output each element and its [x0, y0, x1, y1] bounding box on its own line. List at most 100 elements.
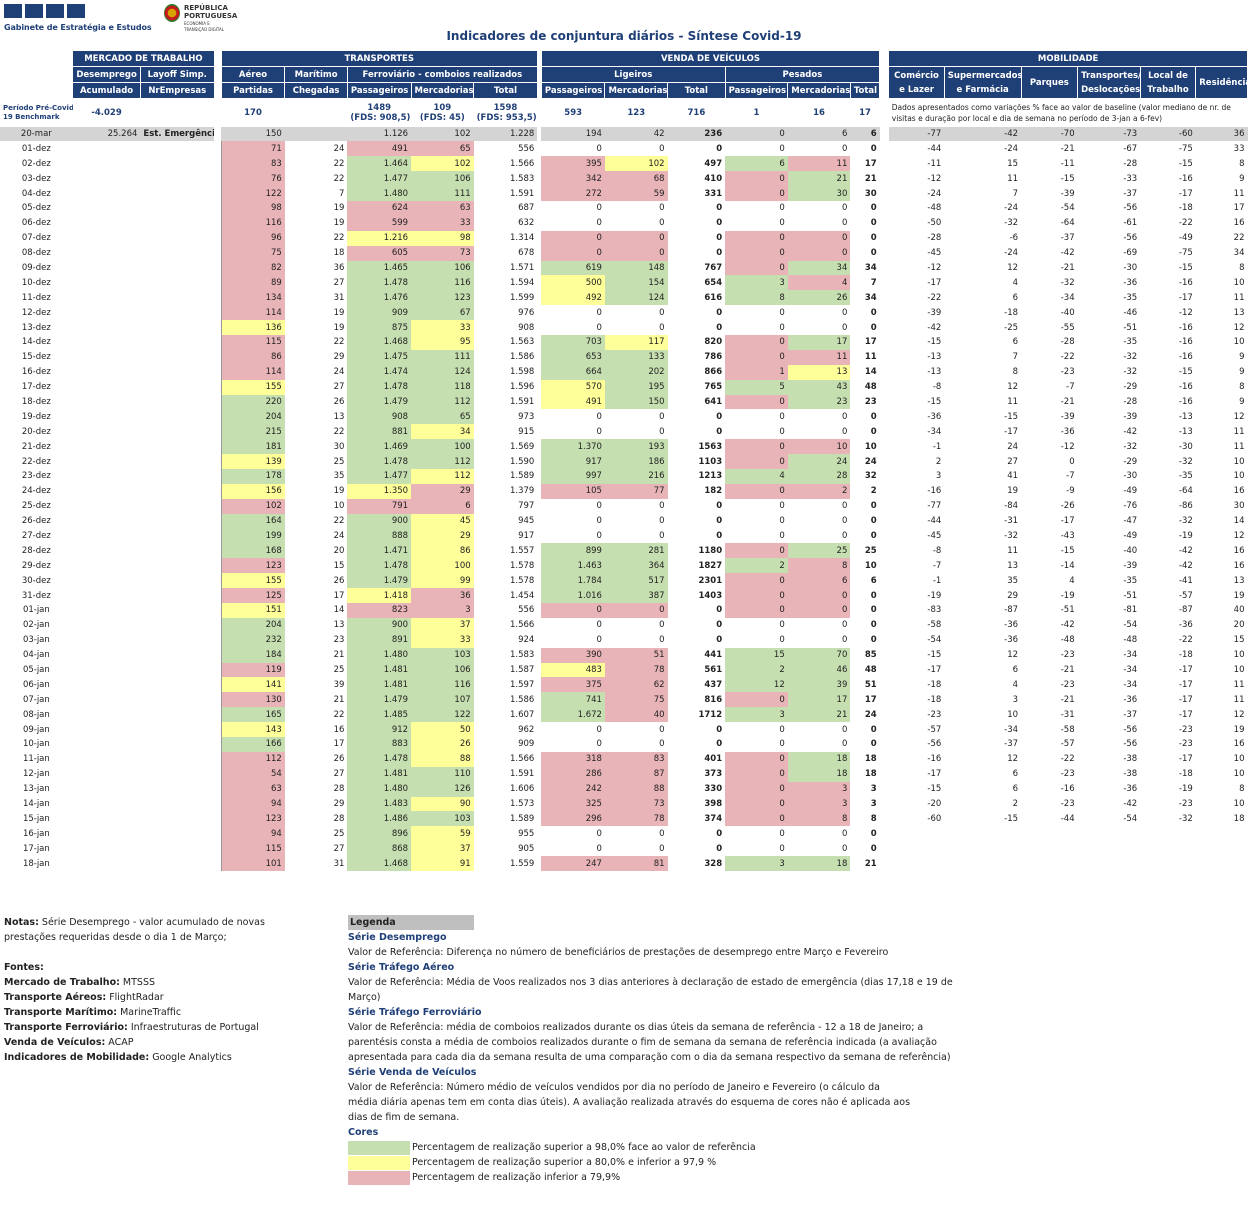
table-cell: 14 [333, 605, 345, 616]
table-cell: -18 [927, 694, 942, 705]
table-cell: 0 [596, 620, 602, 631]
table-cell [1021, 841, 1078, 856]
table-cell: 0 [870, 828, 877, 839]
table-cell: 13 [1233, 307, 1245, 318]
table-cell: 331 [704, 188, 723, 199]
table-cell: 195 [604, 379, 668, 395]
table-cell: 10 [787, 439, 851, 455]
table-cell: 24 [1007, 441, 1019, 452]
table-cell: 09-jan [22, 724, 50, 735]
table-cell: 9 [1239, 173, 1245, 184]
table-cell: 437 [704, 679, 723, 690]
table-cell: 0 [659, 322, 665, 333]
table-cell: -36 [1004, 635, 1019, 646]
table-cell: 7 [870, 277, 877, 288]
table-cell: 73 [604, 796, 668, 812]
table-cell: 25 [864, 545, 877, 556]
table-cell: 116 [411, 275, 474, 291]
table-cell: 0 [716, 635, 723, 646]
table-cell: -1 [932, 441, 942, 452]
table-cell: 25 [333, 828, 345, 839]
table-cell: -13 [927, 367, 942, 378]
table-cell: -37 [1004, 739, 1019, 750]
table-cell: 8 [725, 290, 788, 306]
table-cell: 34 [864, 292, 877, 303]
table-cell: 112 [411, 394, 474, 410]
table-cell: 1 [725, 364, 788, 380]
table-cell: 16 [1233, 545, 1245, 556]
table-cell: 103 [411, 811, 474, 827]
table-cell: 73 [411, 245, 474, 261]
table-cell: -6 [1009, 233, 1019, 244]
table-row: 17-jan 115 27 868 37 905 0 0 0 0 0 0 [0, 841, 1248, 857]
table-cell: 112 [411, 468, 474, 484]
table-cell: -32 [1178, 516, 1193, 527]
table-cell: 0 [725, 349, 788, 365]
table-cell: 0 [725, 543, 788, 559]
daily-rows: 01-dez 71 24 491 65 556 0 0 0 0 0 0 -44 -24 -21 -67 -75 3… [0, 141, 1248, 872]
table-cell: 10 [1233, 277, 1245, 288]
table-row: 18-jan 101 31 1.468 91 1.559 247 81 328 3 18 21 [0, 856, 1248, 872]
table-cell: 123 [220, 811, 285, 827]
table-cell: 1.478 [347, 379, 412, 395]
table-cell: 0 [725, 171, 788, 187]
table-cell: 0 [596, 411, 602, 422]
table-cell: 18 [787, 856, 851, 872]
table-cell: -36 [1123, 277, 1138, 288]
table-cell: 51 [864, 679, 877, 690]
table-cell: -34 [1123, 665, 1138, 675]
table-cell: 1.483 [347, 796, 412, 812]
table-row: 21-dez 181 30 1.469 100 1.569 1.370 193 1563 0 10 1… [0, 439, 1248, 455]
table-cell: 0 [596, 739, 602, 750]
table-cell: 0 [870, 620, 877, 631]
table-cell: 165 [220, 707, 285, 723]
table-cell: 14-jan [22, 799, 50, 810]
table-cell: 0 [1069, 456, 1075, 467]
table-cell: -16 [927, 754, 942, 765]
table-cell: 328 [704, 858, 723, 869]
table-cell: 81 [604, 856, 668, 872]
table-row: 03-jan 232 23 891 33 924 0 0 0 0 0 0 -54 -36 -48 -48 -22… [0, 632, 1248, 648]
legend-yellow: Percentagem de realização superior a 80,… [348, 1155, 968, 1170]
table-cell: 25-dez [21, 501, 51, 512]
table-cell: 133 [604, 349, 668, 365]
table-cell: 0 [659, 724, 665, 735]
table-cell: 570 [541, 379, 605, 395]
table-cell: 0 [725, 781, 788, 797]
table-cell: -9 [1066, 486, 1075, 497]
table-cell: -7 [1066, 382, 1075, 393]
table-cell: 10 [1233, 665, 1245, 675]
table-cell: 3 [787, 796, 851, 812]
table-cell: 34 [1233, 248, 1245, 259]
table-cell: -84 [1004, 501, 1019, 512]
table-cell: 868 [347, 841, 412, 857]
table-cell: 65 [411, 141, 474, 157]
table-cell: 83 [604, 751, 668, 767]
table-cell: 03-dez [21, 173, 51, 184]
table-cell: 94 [220, 796, 285, 812]
table-cell: 11 [787, 156, 851, 172]
table-cell: -44 [927, 143, 942, 154]
table-cell: 124 [411, 364, 474, 380]
table-cell: 678 [518, 248, 535, 259]
table-cell: 0 [659, 635, 665, 646]
table-cell: 8 [787, 811, 851, 827]
table-cell [1196, 841, 1248, 856]
table-cell: 22 [1233, 233, 1245, 244]
table-cell: 8 [1239, 784, 1245, 795]
table-cell: 91 [411, 856, 474, 872]
table-cell: -39 [1123, 560, 1138, 571]
table-cell: -48 [1060, 635, 1075, 646]
table-cell: -30 [1178, 441, 1193, 452]
table-row: 26-dez 164 22 900 45 945 0 0 0 0 0 0 -44 -31 -17 -47 -32… [0, 513, 1248, 529]
table-cell: 0 [779, 739, 785, 750]
legend-section: Legenda Série Desemprego Valor de Referê… [348, 915, 968, 1185]
table-row: 14-jan 94 29 1.483 90 1.573 325 73 398 0 3 3 -20 2 -23… [0, 796, 1248, 812]
table-cell: 30 [333, 441, 345, 452]
table-cell: -29 [1123, 382, 1138, 393]
table-cell: -23 [1178, 799, 1193, 810]
table-cell: 23 [864, 396, 877, 407]
table-cell: 12 [725, 677, 788, 693]
table-cell: 46 [787, 662, 851, 678]
table-cell: 11-jan [22, 754, 50, 765]
